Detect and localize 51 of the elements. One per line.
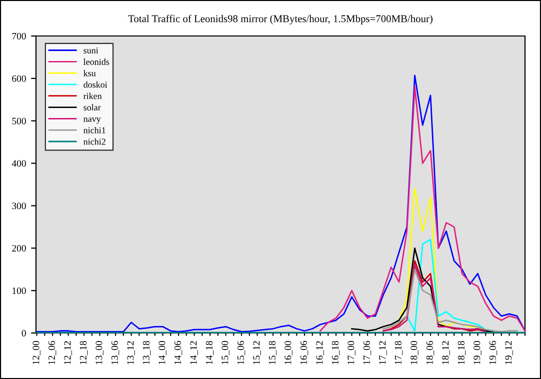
legend-label: solar (84, 104, 101, 111)
x-tick-label: 16_06 (300, 340, 308, 364)
legend-label: nichi2 (84, 138, 106, 145)
chart-title: Total Traffic of Leonids98 mirror (MBytes/hour, 1.5Mbps=700MB/hour) (128, 14, 432, 24)
x-tick-label: 14_00 (158, 341, 166, 364)
x-tick-label: 18_06 (426, 340, 434, 364)
x-tick-label: 17_06 (363, 340, 372, 364)
x-tick-label: 14_18 (206, 341, 214, 364)
x-tick-label: 16_00 (284, 341, 292, 364)
legend-label: riken (84, 92, 102, 100)
x-tick-label: 16_18 (332, 341, 340, 364)
line-series (382, 268, 518, 332)
legend-label: navy (84, 118, 101, 124)
y-tick-label: 100 (12, 287, 26, 294)
legend-label: suni (84, 47, 98, 54)
x-tick-label: 13_12 (127, 341, 135, 364)
legend-label: ksu (83, 70, 96, 76)
x-tick-label: 19_00 (474, 341, 482, 364)
x-tick-label: 15_18 (268, 341, 277, 364)
y-tick-label: 400 (12, 160, 26, 167)
x-tick-label: 12_00 (32, 341, 40, 364)
x-tick-label: 15_06 (237, 340, 246, 364)
x-tick-label: 18_00 (410, 341, 418, 364)
y-tick-label: 0 (22, 330, 26, 336)
x-tick-label: 19_06 (489, 340, 498, 364)
x-tick-label: 19_12 (505, 341, 513, 364)
x-tick-label: 13_18 (142, 341, 151, 364)
legend-label: leonids (84, 58, 110, 65)
x-tick-label: 13_06 (111, 340, 120, 364)
legend-label: doskoi (84, 81, 108, 88)
x-tick-label: 16_12 (316, 341, 324, 364)
y-tick-label: 300 (12, 202, 26, 210)
y-tick-label: 600 (12, 75, 26, 82)
x-tick-label: 18_12 (442, 341, 450, 364)
x-tick-label: 18_18 (458, 341, 466, 364)
x-tick-label: 12_06 (48, 340, 56, 364)
y-tick-label: 500 (12, 118, 26, 124)
legend-label: nichi1 (84, 126, 106, 134)
x-tick-label: 15_12 (253, 341, 261, 364)
x-tick-label: 12_12 (64, 341, 72, 364)
x-tick-label: 17_12 (379, 341, 387, 364)
x-tick-label: 14_06 (174, 340, 182, 364)
x-tick-label: 17_00 (348, 341, 356, 364)
y-tick-label: 200 (12, 245, 26, 252)
x-tick-label: 13_00 (96, 341, 104, 364)
x-tick-label: 17_18 (394, 341, 403, 364)
y-tick-label: 700 (12, 32, 26, 40)
line-series (320, 86, 526, 332)
x-tick-label: 12_18 (80, 341, 88, 364)
x-tick-label: 15_00 (222, 341, 230, 364)
x-tick-label: 14_12 (190, 341, 198, 364)
